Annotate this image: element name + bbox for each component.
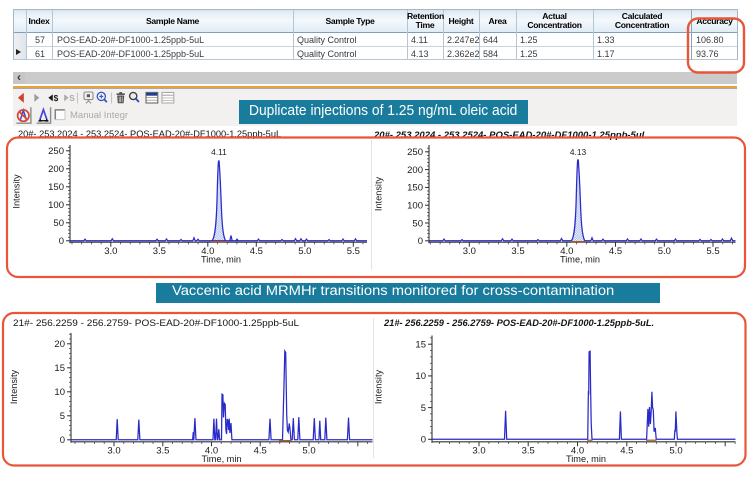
svg-text:0: 0 <box>59 236 64 247</box>
svg-text:3.5: 3.5 <box>511 246 524 257</box>
svg-text:4.0: 4.0 <box>571 446 584 457</box>
svg-text:250: 250 <box>407 147 423 158</box>
svg-text:Intensity: Intensity <box>9 369 19 404</box>
svg-text:100: 100 <box>48 200 64 211</box>
svg-text:3.0: 3.0 <box>107 446 120 457</box>
svg-text:Time, min: Time, min <box>202 454 242 464</box>
svg-text:0: 0 <box>421 435 426 446</box>
svg-text:250: 250 <box>48 146 64 157</box>
svg-text:4.13: 4.13 <box>570 147 587 157</box>
svg-text:3.0: 3.0 <box>472 446 485 457</box>
svg-text:15: 15 <box>415 340 426 351</box>
svg-text:150: 150 <box>407 183 423 194</box>
svg-text:5.0: 5.0 <box>658 246 671 257</box>
svg-text:100: 100 <box>407 201 423 212</box>
svg-text:4.5: 4.5 <box>609 246 622 257</box>
svg-text:5.0: 5.0 <box>669 446 682 457</box>
svg-text:Time, min: Time, min <box>560 254 600 264</box>
svg-text:3.5: 3.5 <box>153 246 166 257</box>
svg-text:5: 5 <box>421 403 426 414</box>
svg-text:10: 10 <box>54 387 65 398</box>
svg-text:4.0: 4.0 <box>560 246 573 257</box>
svg-text:10: 10 <box>415 371 426 382</box>
svg-text:S: S <box>69 93 75 103</box>
svg-text:Time, min: Time, min <box>201 254 241 264</box>
svg-text:5.5: 5.5 <box>347 246 360 257</box>
svg-text:50: 50 <box>412 218 423 229</box>
svg-text:Intensity: Intensity <box>374 369 384 404</box>
svg-text:4.5: 4.5 <box>254 446 267 457</box>
svg-text:50: 50 <box>53 218 64 229</box>
svg-text:4.11: 4.11 <box>211 147 227 157</box>
svg-text:4.0: 4.0 <box>205 446 218 457</box>
svg-text:0: 0 <box>418 236 423 247</box>
svg-text:5.0: 5.0 <box>298 246 311 257</box>
svg-text:Time, min: Time, min <box>566 454 606 464</box>
svg-text:3.0: 3.0 <box>463 246 476 257</box>
svg-text:4.5: 4.5 <box>620 446 633 457</box>
svg-text:15: 15 <box>54 363 65 374</box>
svg-text:4.5: 4.5 <box>250 246 263 257</box>
svg-text:200: 200 <box>407 165 423 176</box>
svg-text:200: 200 <box>48 164 64 175</box>
svg-text:Intensity: Intensity <box>374 176 384 211</box>
svg-text:Intensity: Intensity <box>12 174 22 209</box>
svg-text:0: 0 <box>60 435 65 446</box>
svg-text:3.5: 3.5 <box>156 446 169 457</box>
svg-text:3.0: 3.0 <box>104 246 117 257</box>
svg-text:3.5: 3.5 <box>522 446 535 457</box>
svg-text:5.0: 5.0 <box>302 446 315 457</box>
svg-text:150: 150 <box>48 182 64 193</box>
svg-text:5: 5 <box>60 411 65 422</box>
svg-text:5.5: 5.5 <box>706 246 719 257</box>
svg-text:20: 20 <box>54 339 65 350</box>
svg-text:$: $ <box>54 93 59 103</box>
svg-text:4.0: 4.0 <box>201 246 214 257</box>
